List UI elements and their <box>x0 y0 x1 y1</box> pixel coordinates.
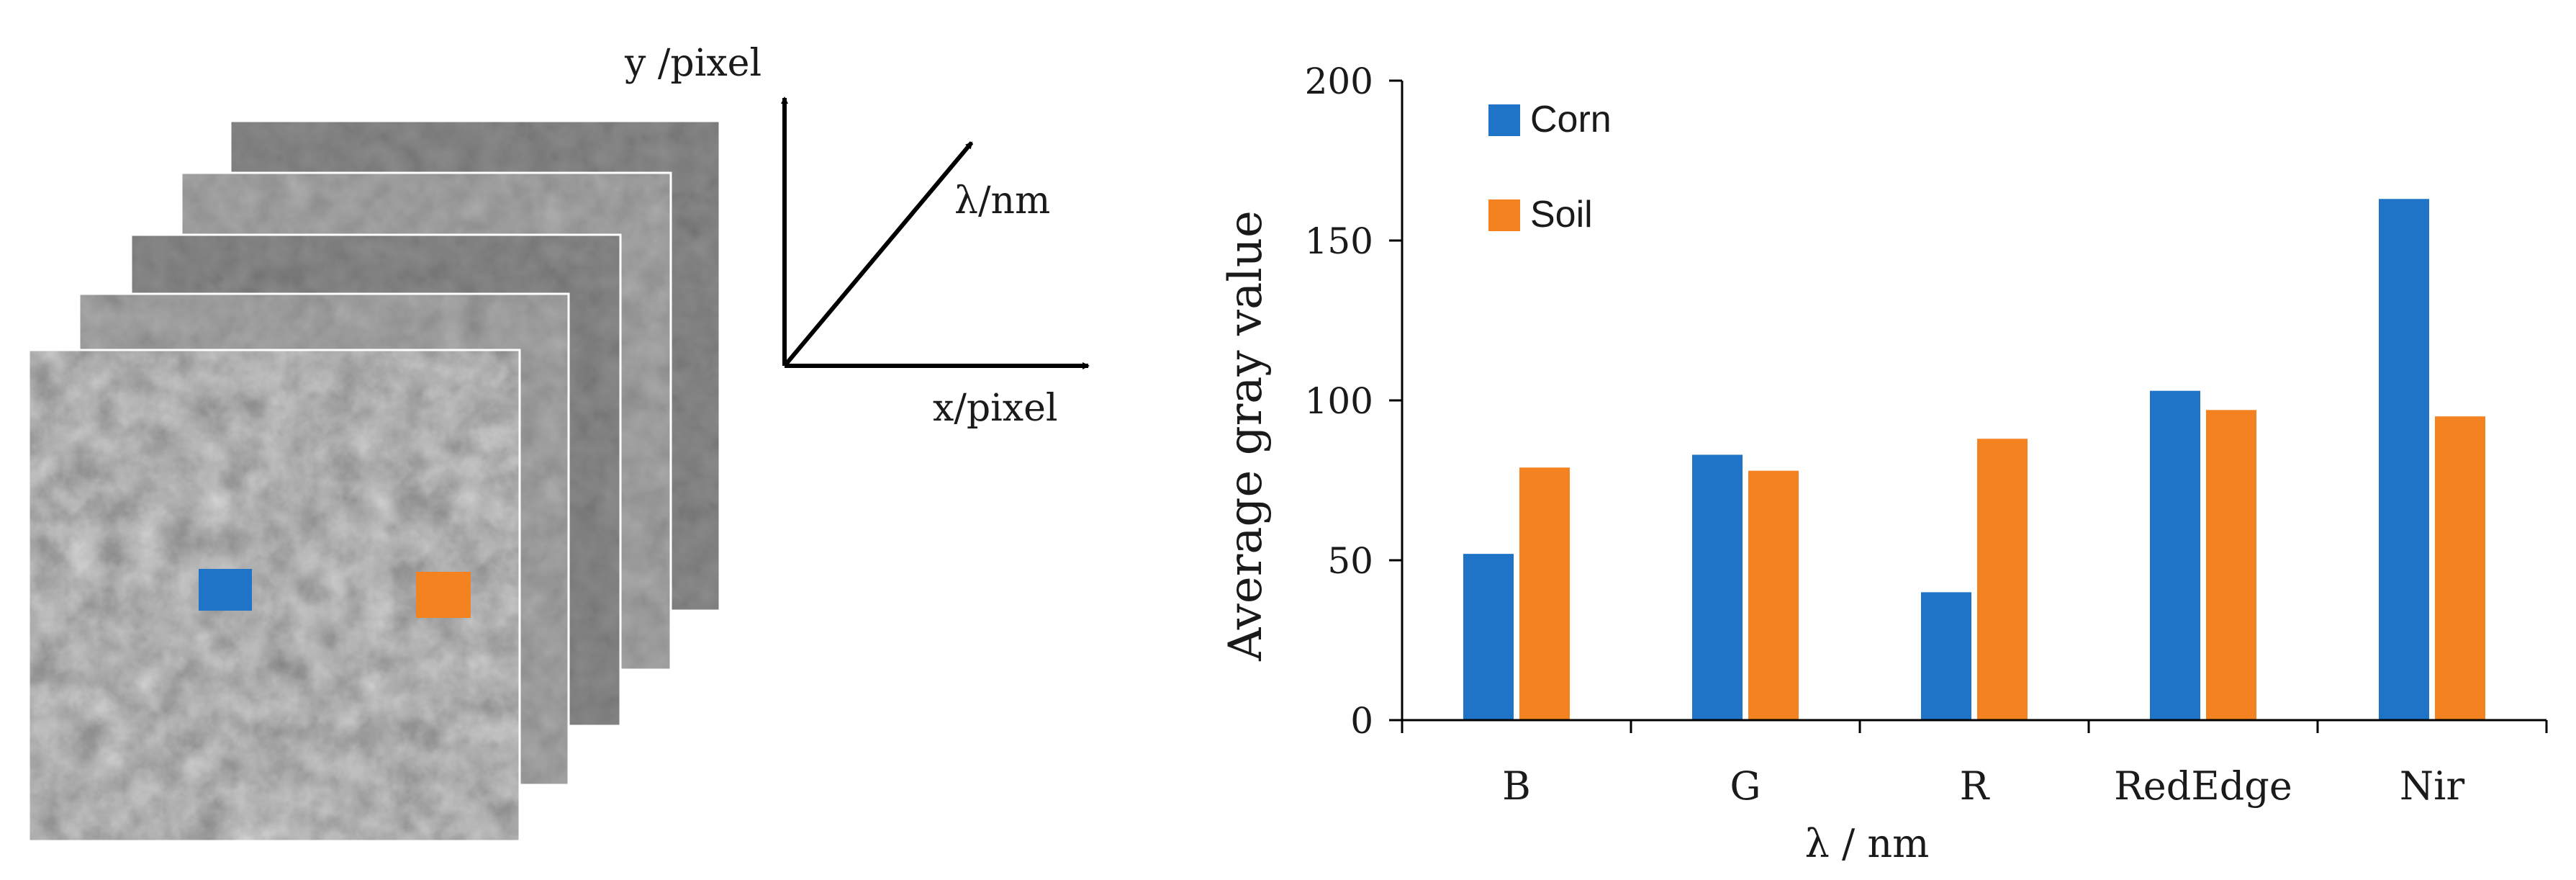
bar-corn-r <box>1921 592 1971 720</box>
y-tick-label: 200 <box>1305 60 1373 102</box>
soil-sample-marker <box>416 572 471 618</box>
bar-soil-nir <box>2435 416 2485 720</box>
y-tick-label: 150 <box>1305 220 1373 262</box>
y-tick-label: 100 <box>1305 380 1373 422</box>
legend-swatch-soil <box>1488 199 1520 231</box>
bar-soil-b <box>1519 467 1570 720</box>
x-axis-title: λ / nm <box>1805 821 1930 866</box>
bar-corn-nir <box>2379 199 2429 720</box>
legend: Corn Soil <box>1488 99 1612 235</box>
lambda-label: λ/nm <box>954 179 1050 223</box>
bar-corn-g <box>1692 454 1743 720</box>
x-tick-label: Nir <box>2400 763 2465 809</box>
y-pixel-label: y /pixel <box>624 42 761 85</box>
y-axis-title: Average gray value <box>1219 210 1273 662</box>
bar-soil-r <box>1977 439 2028 720</box>
legend-swatch-corn <box>1488 104 1520 136</box>
bar-soil-rededge <box>2206 410 2256 720</box>
legend-label-corn: Corn <box>1530 99 1612 140</box>
x-tick-label: R <box>1960 763 1990 809</box>
image-stack <box>27 120 721 843</box>
x-tick-label: G <box>1730 763 1761 809</box>
y-tick-label: 0 <box>1350 700 1373 742</box>
lambda-axis-arrow <box>782 141 974 367</box>
corn-sample-marker <box>199 569 252 611</box>
x-pixel-label: x/pixel <box>933 387 1058 430</box>
bar-soil-g <box>1748 470 1799 720</box>
bar-corn-rededge <box>2150 390 2200 720</box>
bar-chart: Average gray value 0 50 100 150 200 B G R RedEd… <box>1219 60 2548 866</box>
y-tick-label: 50 <box>1327 540 1373 582</box>
x-tick-label: RedEdge <box>2114 763 2292 809</box>
legend-label-soil: Soil <box>1530 194 1593 235</box>
x-tick-label: B <box>1502 763 1531 809</box>
bar-corn-b <box>1463 554 1514 720</box>
axes-diagram: y /pixel λ/nm x/pixel <box>624 42 1090 430</box>
